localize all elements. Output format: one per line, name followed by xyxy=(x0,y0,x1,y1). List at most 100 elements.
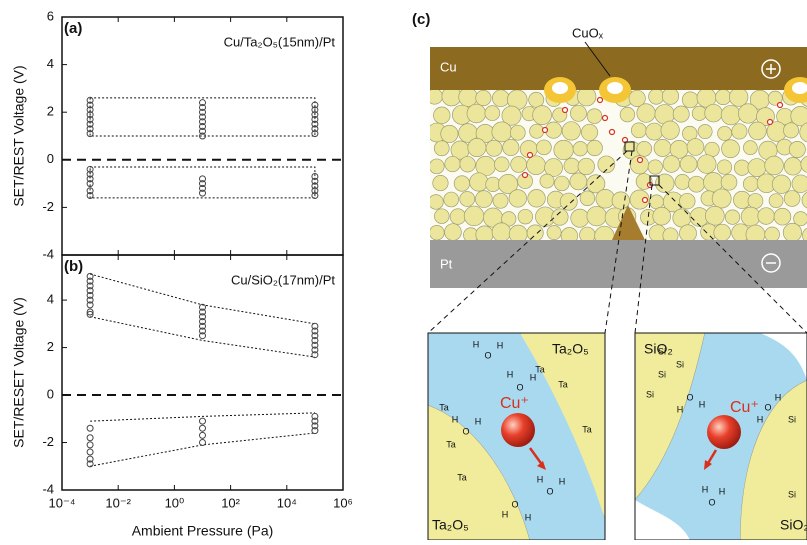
particle xyxy=(722,140,740,158)
particle xyxy=(476,90,491,105)
atom-label: H xyxy=(507,369,514,379)
particle xyxy=(772,175,791,194)
particle xyxy=(564,158,580,174)
particle xyxy=(646,123,663,140)
particle xyxy=(654,139,671,156)
cu-ion-dot xyxy=(528,153,533,158)
atom-label: H xyxy=(475,416,482,426)
top-electrode: Cu xyxy=(440,59,457,74)
atom-label: Ta xyxy=(439,402,449,412)
atom-label: O xyxy=(686,392,693,402)
particle xyxy=(570,173,587,190)
point xyxy=(200,418,206,424)
particle xyxy=(789,141,805,157)
particle xyxy=(749,122,767,140)
particle xyxy=(527,225,543,241)
atom-label: H xyxy=(757,414,764,424)
point xyxy=(87,425,93,431)
ion-label: Cu⁺ xyxy=(730,399,759,416)
y-tick-label: -2 xyxy=(42,434,54,449)
particle xyxy=(697,155,716,174)
atom-label: H xyxy=(473,339,480,349)
particle xyxy=(714,224,731,241)
cu-ion-dot xyxy=(638,158,643,163)
particle xyxy=(596,189,615,208)
atom-label: Si xyxy=(676,359,684,369)
cu-ion-dot xyxy=(598,98,603,103)
particle xyxy=(729,88,748,107)
particle xyxy=(570,105,586,121)
bottom-electrode: Pt xyxy=(440,256,453,271)
charts: -4-20246(a)Cu/Ta₂O₅(15nm)/PtSET/REST Vol… xyxy=(11,8,353,538)
particle xyxy=(587,109,602,124)
cu-ion-dot xyxy=(603,116,608,121)
point xyxy=(87,435,93,441)
cu-ion-dot xyxy=(563,108,568,113)
particle xyxy=(445,224,462,241)
particle xyxy=(631,123,646,138)
cu-ion-dot xyxy=(768,120,773,125)
y-tick-label: 2 xyxy=(47,339,54,354)
particle xyxy=(673,209,691,227)
atom-label: O xyxy=(708,497,715,507)
particle xyxy=(552,209,568,225)
cuox-label: CuOₓ xyxy=(572,25,604,40)
panel-label: (a) xyxy=(64,20,82,37)
particle xyxy=(467,104,486,123)
particle xyxy=(450,209,466,225)
y-tick-label: 4 xyxy=(47,292,54,307)
particle xyxy=(518,209,533,224)
particle xyxy=(758,208,775,225)
particle xyxy=(573,142,588,157)
atom-label: H xyxy=(677,404,684,414)
x-tick-label: 10⁶ xyxy=(333,495,353,510)
cu-ion xyxy=(501,413,535,447)
cuox-bump xyxy=(607,82,623,94)
particle xyxy=(612,192,629,209)
particle xyxy=(503,139,519,155)
particle xyxy=(661,121,679,139)
y-axis-label: SET/RESET Voltage (V) xyxy=(11,297,27,448)
guide-line xyxy=(90,98,315,136)
atom-label: Ta xyxy=(582,424,592,434)
particle xyxy=(769,194,783,208)
particle xyxy=(536,140,551,155)
cu-ion-dot xyxy=(778,103,783,108)
particle xyxy=(648,160,662,174)
atom-label: O xyxy=(764,402,771,412)
particle xyxy=(562,122,580,140)
particle xyxy=(571,209,589,227)
atom-label: O xyxy=(462,426,469,436)
atom-label: Si xyxy=(658,346,666,356)
particle xyxy=(783,223,801,241)
particle xyxy=(485,106,500,121)
material-label: Ta₂O₅ xyxy=(432,517,469,533)
x-tick-label: 10⁻² xyxy=(105,495,131,510)
particle xyxy=(663,156,680,173)
particle xyxy=(675,174,690,189)
particle xyxy=(717,160,732,175)
cu-ion-dot xyxy=(543,128,548,133)
particle xyxy=(705,206,724,225)
atom-label: Si xyxy=(788,489,796,499)
particle xyxy=(540,174,554,188)
particle xyxy=(492,90,509,107)
particle xyxy=(529,92,544,107)
particle xyxy=(679,193,695,209)
particle xyxy=(679,225,696,242)
atom-label: Si xyxy=(646,389,654,399)
particle xyxy=(429,159,444,174)
particle xyxy=(637,104,656,123)
particle xyxy=(560,193,577,210)
y-tick-label: -4 xyxy=(42,246,54,261)
atom-label: Ta xyxy=(446,439,456,449)
atom-label: H xyxy=(699,399,706,409)
particle xyxy=(783,123,798,138)
particle xyxy=(734,160,749,175)
particle xyxy=(433,107,450,124)
particles xyxy=(427,87,807,246)
atom-label: Si xyxy=(658,369,666,379)
cu-ion xyxy=(707,415,741,449)
x-tick-label: 10⁴ xyxy=(277,495,297,510)
atom-label: O xyxy=(484,350,491,360)
